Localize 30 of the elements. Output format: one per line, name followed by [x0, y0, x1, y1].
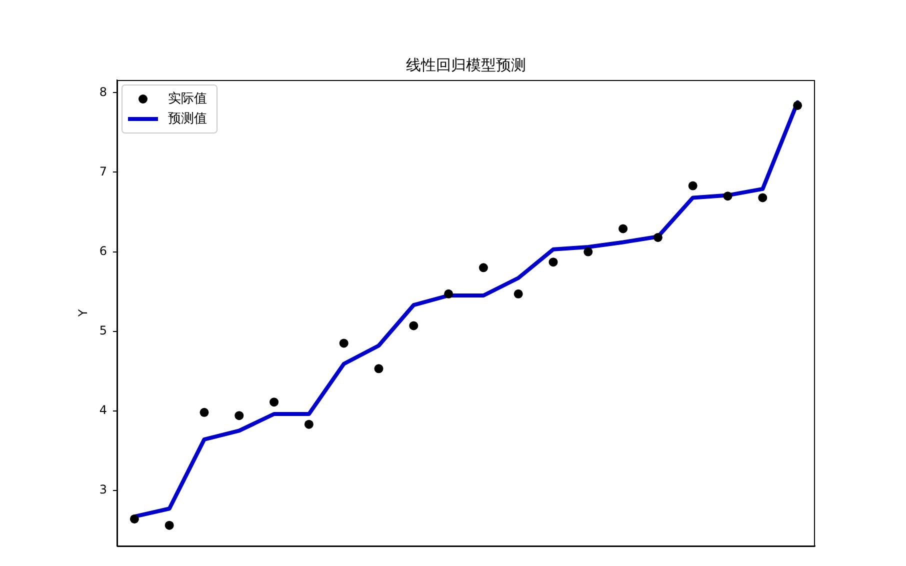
y-tick-label: 3	[99, 482, 107, 496]
point	[164, 520, 174, 530]
point	[688, 181, 698, 190]
point	[653, 232, 662, 242]
point	[793, 100, 802, 110]
y-tick-label: 4	[99, 402, 107, 417]
point	[304, 420, 314, 429]
point	[723, 192, 732, 201]
point	[618, 224, 628, 234]
point	[339, 338, 348, 348]
point	[478, 263, 488, 272]
point	[200, 408, 209, 417]
legend-label: 实际值	[168, 91, 207, 106]
point	[444, 289, 454, 298]
point	[270, 398, 279, 407]
point	[548, 258, 558, 267]
point	[758, 193, 768, 202]
point	[374, 364, 384, 374]
point	[130, 514, 139, 524]
y-axis-title: Y	[76, 308, 90, 318]
point	[514, 289, 523, 298]
y-tick-label: 8	[99, 84, 107, 99]
point	[409, 321, 418, 330]
point	[584, 247, 593, 256]
y-tick-label: 6	[99, 244, 107, 258]
chart-title: 线性回归模型预测	[406, 56, 526, 74]
point	[234, 411, 244, 420]
legend-label: 预测值	[168, 111, 207, 126]
y-tick-label: 7	[99, 164, 107, 178]
y-tick-label: 5	[99, 323, 107, 338]
